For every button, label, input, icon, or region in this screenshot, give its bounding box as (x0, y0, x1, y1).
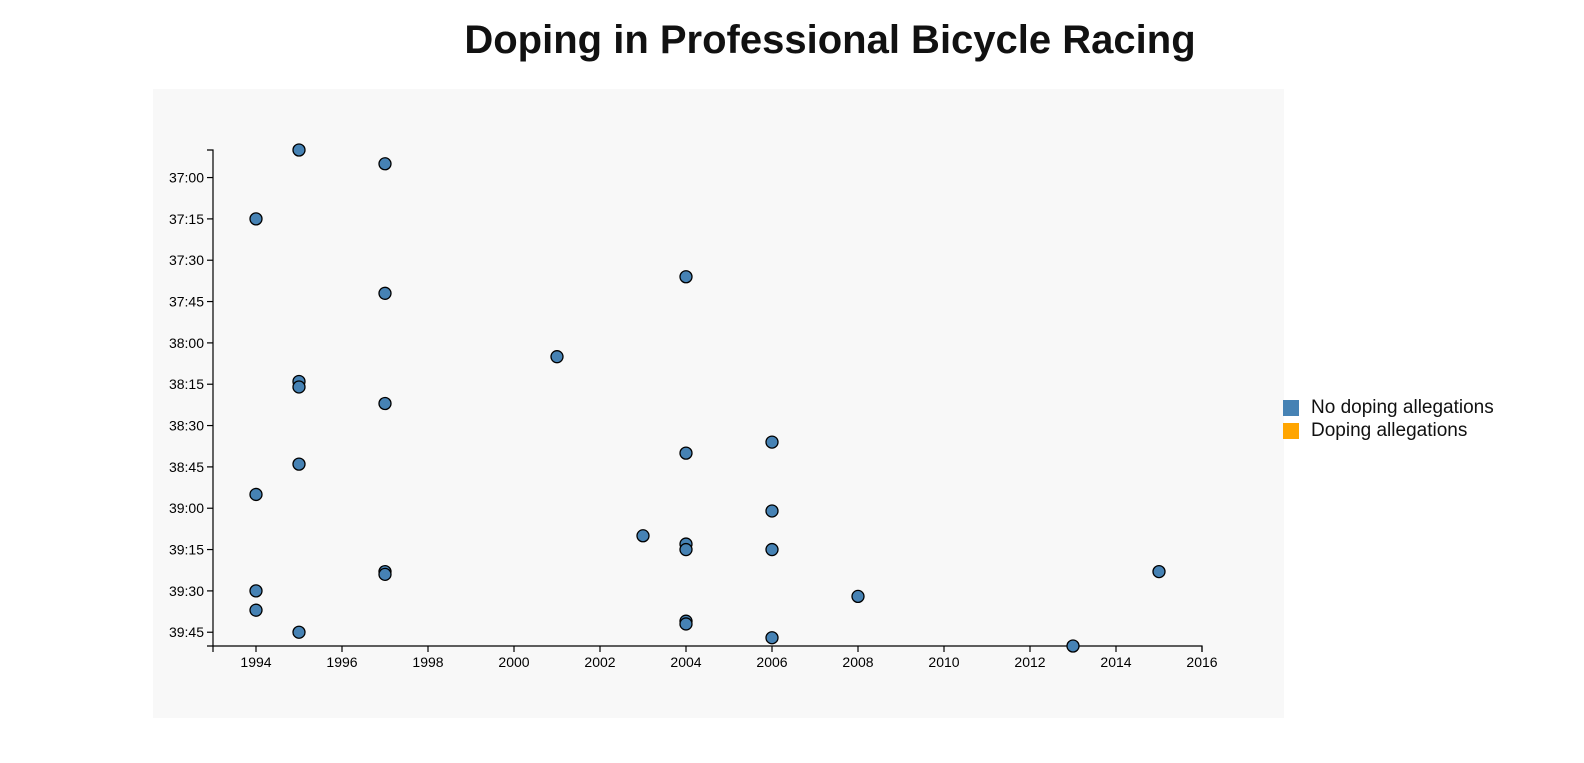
x-tick-label: 2008 (842, 654, 873, 670)
data-point[interactable] (292, 457, 306, 471)
chart-title: Doping in Professional Bicycle Racing (464, 18, 1196, 62)
y-tick-label: 38:30 (169, 418, 204, 434)
x-tick-label: 2006 (756, 654, 787, 670)
x-tick-label: 2004 (670, 654, 701, 670)
data-point[interactable] (249, 584, 263, 598)
y-tick-label: 39:45 (169, 624, 204, 640)
x-tick-label: 2010 (928, 654, 959, 670)
data-point[interactable] (292, 143, 306, 157)
data-point[interactable] (851, 589, 865, 604)
x-tick-label: 2012 (1014, 654, 1045, 670)
data-point[interactable] (550, 350, 564, 364)
data-points (249, 143, 1166, 653)
y-tick-label: 38:45 (169, 459, 204, 475)
y-tick-label: 37:30 (169, 252, 204, 268)
data-point[interactable] (1066, 639, 1080, 653)
data-point[interactable] (765, 542, 779, 557)
data-point[interactable] (765, 435, 779, 449)
y-tick-label: 37:00 (169, 170, 204, 186)
x-tick-label: 2002 (584, 654, 615, 670)
data-point[interactable] (765, 504, 779, 518)
x-tick-label: 1998 (412, 654, 443, 670)
data-point[interactable] (249, 603, 263, 617)
y-axis-line (207, 149, 214, 647)
data-point[interactable] (378, 286, 392, 300)
data-point[interactable] (679, 617, 693, 631)
data-point[interactable] (679, 270, 693, 284)
y-tick-label: 38:15 (169, 376, 204, 392)
data-point[interactable] (378, 396, 392, 411)
data-point[interactable] (249, 487, 263, 502)
data-point[interactable] (636, 529, 650, 543)
legend-swatch-doping (1283, 422, 1299, 439)
legend-swatch-no-doping (1283, 399, 1299, 416)
y-tick-label: 37:15 (169, 211, 204, 227)
x-tick-label: 2000 (498, 654, 529, 670)
x-tick-label: 1996 (326, 654, 357, 670)
data-point[interactable] (378, 567, 392, 582)
legend-label-no-doping: No doping allegations (1311, 396, 1494, 418)
data-point[interactable] (249, 212, 263, 226)
y-tick-label: 39:15 (169, 542, 204, 558)
y-tick-label: 39:30 (169, 583, 204, 599)
legend: No doping allegations Doping allegations (1283, 396, 1494, 442)
y-tick-label: 38:00 (169, 335, 204, 351)
data-point[interactable] (292, 625, 306, 639)
data-point[interactable] (679, 542, 693, 557)
y-tick-label: 37:45 (169, 294, 204, 310)
x-tick-label: 1994 (240, 654, 271, 670)
scatter-chart: 1994 1996 1998 2000 2002 2004 2006 2008 2010 2012… (169, 143, 1218, 670)
axes: 1994 1996 1998 2000 2002 2004 2006 2008 2010 2012… (169, 149, 1218, 670)
data-point[interactable] (1152, 564, 1166, 579)
data-point[interactable] (679, 446, 693, 460)
legend-label-doping: Doping allegations (1311, 419, 1468, 441)
legend-item-no-doping: No doping allegations (1283, 396, 1494, 419)
x-axis-line (212, 645, 1203, 652)
data-point[interactable] (765, 631, 779, 645)
x-tick-label: 2014 (1100, 654, 1131, 670)
legend-item-doping: Doping allegations (1283, 419, 1494, 442)
y-tick-label: 39:00 (169, 500, 204, 516)
plot-area (153, 89, 1284, 718)
x-tick-label: 2016 (1186, 654, 1217, 670)
data-point[interactable] (292, 380, 306, 394)
data-point[interactable] (378, 157, 392, 171)
